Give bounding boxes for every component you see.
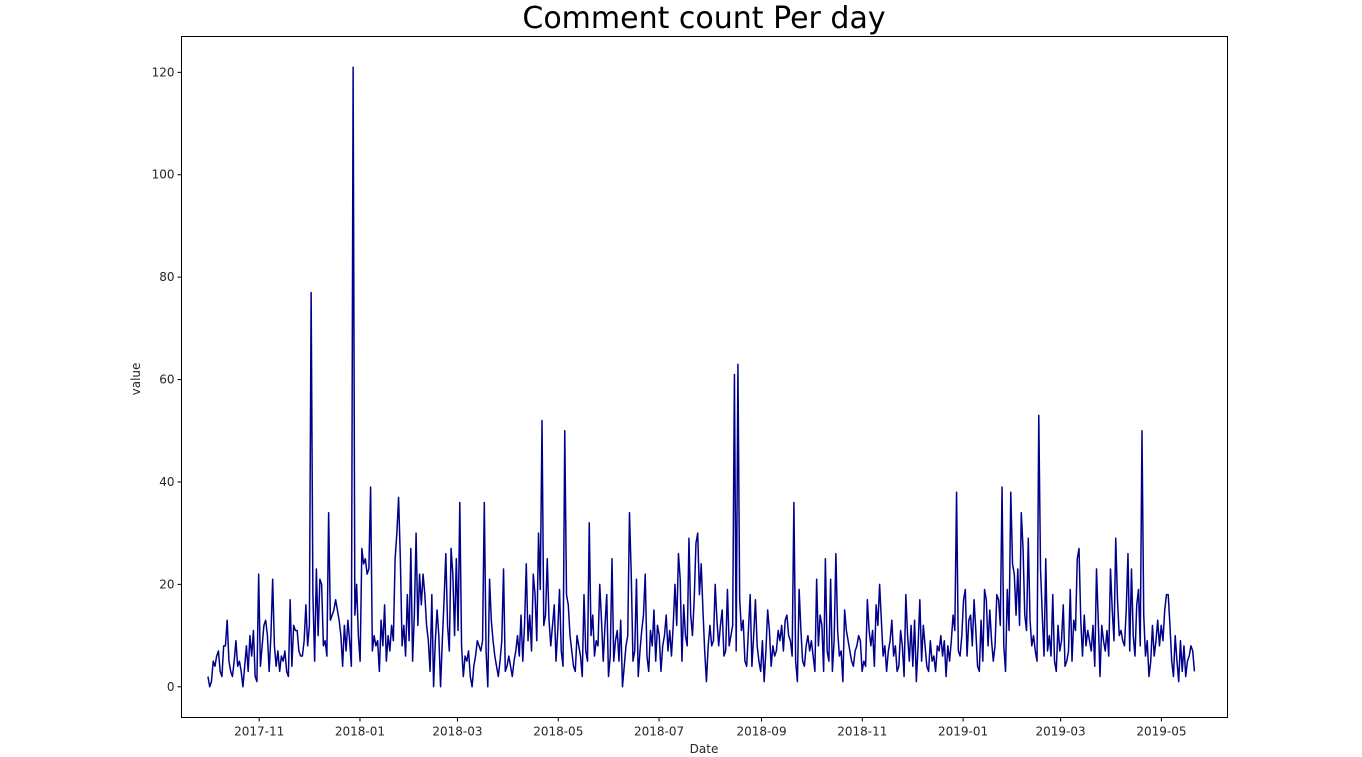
y-tick-label: 20 (159, 577, 174, 591)
x-tick-label: 2018-05 (533, 725, 583, 739)
x-axis-label: Date (690, 742, 719, 756)
y-axis-label: value (129, 363, 143, 396)
y-tick-label: 40 (159, 475, 174, 489)
x-tick-label: 2018-07 (634, 725, 684, 739)
y-tick-label: 0 (167, 680, 175, 694)
x-tick-label: 2019-01 (938, 725, 988, 739)
x-tick-label: 2019-05 (1136, 725, 1186, 739)
x-tick-label: 2017-11 (234, 725, 284, 739)
y-tick-label: 60 (159, 373, 174, 387)
y-tick-label: 100 (152, 168, 175, 182)
y-axis: 0 20 40 60 80 100 120 (152, 65, 182, 694)
x-axis: 2017-11 2018-01 2018-03 2018-05 2018-07 2018-… (234, 717, 1186, 739)
x-tick-label: 2018-01 (335, 725, 385, 739)
chart-title: Comment count Per day (522, 1, 886, 36)
series-line (207, 66, 1196, 688)
plot-frame (181, 36, 1228, 718)
x-tick-label: 2018-09 (736, 725, 786, 739)
y-tick-label: 120 (152, 65, 175, 79)
x-tick-label: 2018-11 (837, 725, 887, 739)
x-tick-label: 2018-03 (432, 725, 482, 739)
x-tick-label: 2019-03 (1036, 725, 1086, 739)
y-tick-label: 80 (159, 270, 174, 284)
